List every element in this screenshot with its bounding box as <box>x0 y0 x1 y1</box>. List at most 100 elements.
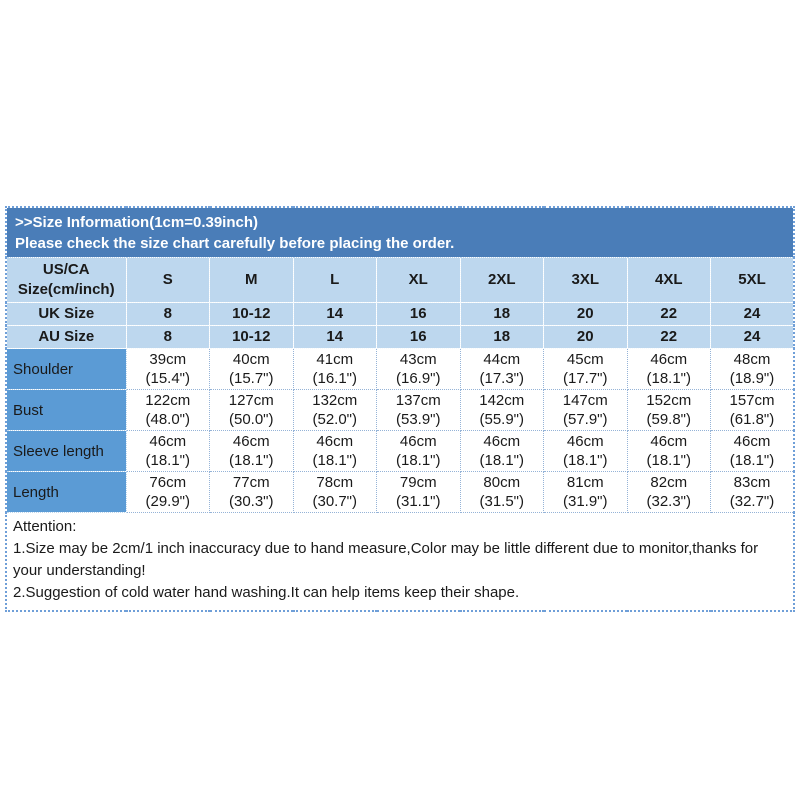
cm-value: 78cm <box>316 474 354 491</box>
shoulder-row: Shoulder 39cm (15.4") 40cm (15.7") 41cm (16… <box>5 348 795 390</box>
cm-value: 77cm <box>232 474 270 491</box>
cm-value: 46cm <box>733 433 771 450</box>
cm-value: 142cm <box>479 392 525 409</box>
corner-line2: Size(cm/inch) <box>17 281 115 298</box>
cm-value: 132cm <box>312 392 358 409</box>
inch-value: (18.1") <box>562 452 608 469</box>
cm-value: 46cm <box>316 433 354 450</box>
uk-size-value: 20 <box>543 302 628 326</box>
inch-value: (32.7") <box>729 493 775 510</box>
inch-value: (18.9") <box>729 370 775 387</box>
inch-value: (18.1") <box>145 452 190 469</box>
inch-value: (18.1") <box>395 452 441 469</box>
measurement-cell: 81cm (31.9") <box>543 471 628 513</box>
size-col-header: 2XL <box>459 257 544 303</box>
au-size-value: 18 <box>459 325 544 349</box>
inch-value: (31.1") <box>395 493 441 510</box>
au-size-value: 22 <box>626 325 711 349</box>
cm-value: 43cm <box>399 351 437 368</box>
cm-value: 46cm <box>232 433 270 450</box>
inch-value: (30.7") <box>312 493 357 510</box>
measurement-cell: 80cm (31.5") <box>459 471 544 513</box>
size-col-header: 4XL <box>626 257 711 303</box>
measurement-cell: 83cm (32.7") <box>710 471 795 513</box>
uk-size-value: 24 <box>710 302 795 326</box>
cm-value: 46cm <box>650 351 688 368</box>
measurement-label: Sleeve length <box>5 430 127 472</box>
cm-value: 44cm <box>483 351 521 368</box>
measurement-cell: 44cm (17.3") <box>459 348 544 390</box>
au-size-value: 16 <box>376 325 461 349</box>
size-chart-panel: >>Size Information(1cm=0.39inch) Please … <box>5 206 795 612</box>
inch-value: (17.7") <box>562 370 608 387</box>
inch-value: (57.9") <box>562 411 608 428</box>
inch-value: (32.3") <box>646 493 691 510</box>
cm-value: 152cm <box>646 392 692 409</box>
size-info-subtitle: Please check the size chart carefully be… <box>15 234 455 252</box>
corner-header-cell: US/CA Size(cm/inch) <box>5 257 127 303</box>
uk-size-label: UK Size <box>5 302 127 326</box>
cm-value: 81cm <box>566 474 604 491</box>
attention-note-2: 2.Suggestion of cold water hand washing.… <box>13 584 520 601</box>
measurement-cell: 43cm (16.9") <box>376 348 461 390</box>
cm-value: 122cm <box>145 392 191 409</box>
cm-value: 46cm <box>149 433 187 450</box>
au-size-row: AU Size 8 10-12 14 16 18 20 22 24 <box>5 325 795 349</box>
inch-value: (18.1") <box>479 452 524 469</box>
measurement-cell: 142cm (55.9") <box>459 389 544 431</box>
measurement-cell: 46cm (18.1") <box>125 430 210 472</box>
inch-value: (18.1") <box>312 452 357 469</box>
cm-value: 40cm <box>232 351 270 368</box>
inch-value: (17.3") <box>479 370 524 387</box>
inch-value: (48.0") <box>145 411 190 428</box>
measurement-cell: 39cm (15.4") <box>125 348 210 390</box>
measurement-cell: 147cm (57.9") <box>543 389 628 431</box>
size-chart-table: >>Size Information(1cm=0.39inch) Please … <box>5 206 795 612</box>
title-band: >>Size Information(1cm=0.39inch) Please … <box>5 206 795 258</box>
measurement-label: Length <box>5 471 127 513</box>
cm-value: 39cm <box>149 351 187 368</box>
bust-row: Bust 122cm (48.0") 127cm (50.0") 132cm (52.… <box>5 389 795 431</box>
size-col-header: L <box>292 257 377 303</box>
inch-value: (15.4") <box>145 370 190 387</box>
cm-value: 48cm <box>733 351 771 368</box>
inch-value: (18.1") <box>729 452 775 469</box>
cm-value: 127cm <box>228 392 274 409</box>
size-header-row: US/CA Size(cm/inch) S M L XL 2XL 3XL 4XL… <box>5 257 795 303</box>
inch-value: (50.0") <box>228 411 274 428</box>
measurement-cell: 41cm (16.1") <box>292 348 377 390</box>
measurement-cell: 45cm (17.7") <box>543 348 628 390</box>
cm-value: 46cm <box>650 433 688 450</box>
uk-size-value: 8 <box>125 302 210 326</box>
attention-row: Attention: 1.Size may be 2cm/1 inch inac… <box>5 512 795 612</box>
cm-value: 45cm <box>566 351 604 368</box>
measurement-cell: 46cm (18.1") <box>543 430 628 472</box>
attention-heading: Attention: <box>13 518 77 535</box>
cm-value: 80cm <box>483 474 521 491</box>
measurement-cell: 46cm (18.1") <box>710 430 795 472</box>
cm-value: 41cm <box>316 351 354 368</box>
measurement-cell: 46cm (18.1") <box>209 430 294 472</box>
cm-value: 76cm <box>149 474 187 491</box>
measurement-cell: 76cm (29.9") <box>125 471 210 513</box>
size-col-header: S <box>125 257 210 303</box>
inch-value: (16.1") <box>312 370 357 387</box>
cm-value: 157cm <box>729 392 775 409</box>
sleeve-length-row: Sleeve length 46cm (18.1") 46cm (18.1") 46… <box>5 430 795 472</box>
uk-size-row: UK Size 8 10-12 14 16 18 20 22 24 <box>5 302 795 326</box>
uk-size-value: 18 <box>459 302 544 326</box>
au-size-value: 20 <box>543 325 628 349</box>
inch-value: (59.8") <box>646 411 691 428</box>
measurement-cell: 46cm (18.1") <box>459 430 544 472</box>
measurement-cell: 46cm (18.1") <box>626 430 711 472</box>
inch-value: (53.9") <box>395 411 441 428</box>
title-band-cell: >>Size Information(1cm=0.39inch) Please … <box>5 206 795 258</box>
size-col-header: 5XL <box>710 257 795 303</box>
attention-cell: Attention: 1.Size may be 2cm/1 inch inac… <box>5 512 795 612</box>
inch-value: (52.0") <box>312 411 357 428</box>
size-col-header: 3XL <box>543 257 628 303</box>
inch-value: (61.8") <box>729 411 775 428</box>
measurement-cell: 78cm (30.7") <box>292 471 377 513</box>
measurement-cell: 82cm (32.3") <box>626 471 711 513</box>
cm-value: 79cm <box>399 474 437 491</box>
